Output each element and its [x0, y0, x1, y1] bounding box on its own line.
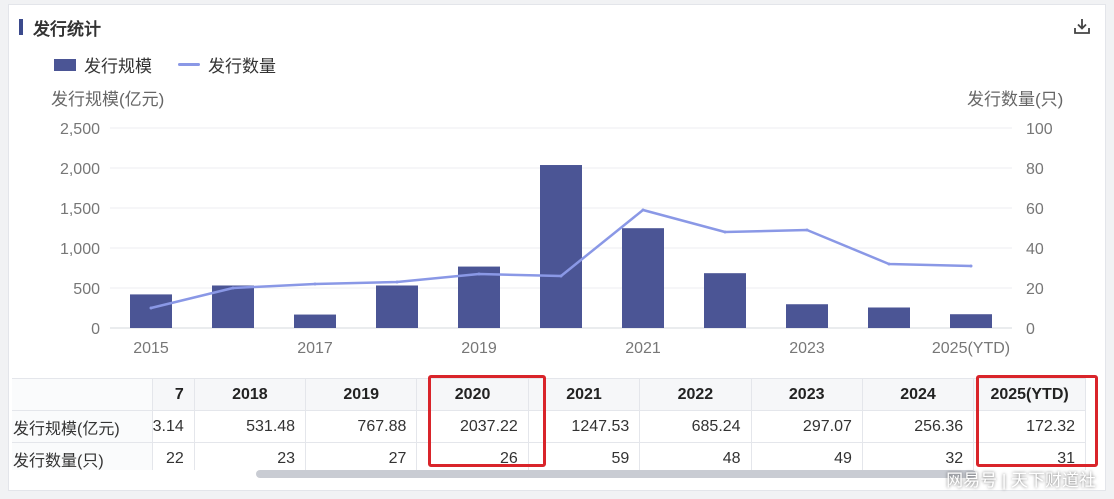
table-cell: 27 — [305, 442, 418, 470]
y-tick-right: 60 — [1026, 201, 1044, 218]
table-header-cell: 2024 — [861, 378, 975, 411]
data-table-wrapper[interactable]: 7 2018 2019 2020 2021 2022 2023 2024 2025(YTD) 发… — [12, 378, 1096, 470]
x-tick: 2015 — [133, 340, 169, 357]
y-tick-left: 2,500 — [60, 121, 100, 138]
y-tick-left: 1,000 — [60, 241, 100, 258]
table-header-cell: 2019 — [305, 378, 418, 411]
table-header-cell: 2025(YTD) — [973, 378, 1086, 411]
y-tick-right: 100 — [1026, 121, 1053, 138]
y-tick-left: 0 — [91, 321, 100, 338]
bar-2017 — [294, 314, 336, 328]
line-point-2023 — [805, 228, 809, 232]
table-row-label: 发行规模(亿元) — [12, 410, 153, 443]
y-tick-right: 20 — [1026, 281, 1044, 298]
table-cell: 256.36 — [861, 410, 975, 443]
title-accent — [19, 19, 23, 35]
data-table: 7 2018 2019 2020 2021 2022 2023 2024 2025(YTD) 发… — [12, 378, 1086, 470]
line-point-2024 — [887, 262, 891, 266]
table-scrollbar[interactable] — [256, 470, 976, 478]
table-header-cell: 2018 — [193, 378, 307, 411]
table-row: 发行规模(亿元) 3.14 531.48 767.88 2037.22 1247.53 68… — [12, 410, 1086, 443]
legend-line-label: 发行数量 — [208, 57, 276, 76]
table-cell: 3.14 — [151, 410, 195, 443]
table-cell: 172.32 — [973, 410, 1086, 443]
table-cell: 531.48 — [193, 410, 307, 443]
x-tick: 2021 — [625, 340, 661, 357]
table-header-cell: 2023 — [750, 378, 863, 411]
bar-2024 — [868, 307, 910, 328]
bar-2015 — [130, 294, 172, 328]
legend-bar-label: 发行规模 — [84, 57, 152, 76]
download-icon[interactable] — [1073, 17, 1091, 35]
table-cell: 297.07 — [750, 410, 863, 443]
table-row: 发行数量(只) 22 23 27 26 59 48 49 32 31 — [12, 442, 1086, 470]
card-title: 发行统计 — [33, 20, 101, 39]
table-cell: 32 — [861, 442, 975, 470]
table-header-corner — [12, 378, 153, 411]
x-tick: 2019 — [461, 340, 497, 357]
line-point-2018 — [395, 280, 399, 284]
line-point-2022 — [723, 230, 727, 234]
table-cell: 22 — [151, 442, 195, 470]
y-axis-left-title: 发行规模(亿元) — [51, 90, 165, 109]
y-tick-left: 500 — [73, 281, 100, 298]
table-cell: 23 — [193, 442, 307, 470]
legend-line-swatch — [178, 63, 200, 66]
table-header-cell: 2022 — [639, 378, 752, 411]
table-cell: 48 — [639, 442, 752, 470]
y-tick-left: 2,000 — [60, 161, 100, 178]
table-header-cell: 7 — [151, 378, 195, 411]
y-tick-right: 0 — [1026, 321, 1035, 338]
legend-bar-swatch — [54, 58, 76, 71]
line-point-2021 — [641, 208, 645, 212]
line-point-2025(YTD) — [969, 264, 973, 268]
table-header-cell: 2021 — [527, 378, 641, 411]
table-cell: 767.88 — [305, 410, 418, 443]
line-point-2016 — [231, 286, 235, 290]
bar-2025(YTD) — [950, 314, 992, 328]
table-header-row: 7 2018 2019 2020 2021 2022 2023 2024 2025(YTD) — [12, 378, 1086, 411]
highlight-box-2025 — [976, 375, 1098, 467]
legend-bar[interactable]: 发行规模 — [54, 52, 152, 77]
x-tick: 2017 — [297, 340, 333, 357]
line-point-2015 — [149, 306, 153, 310]
line-point-2019 — [477, 272, 481, 276]
y-axis-right-title: 发行数量(只) — [967, 90, 1064, 109]
y-tick-left: 1,500 — [60, 201, 100, 218]
bar-2018 — [376, 285, 418, 328]
table-cell: 2037.22 — [416, 410, 529, 443]
bar-2023 — [786, 304, 828, 328]
table-cell: 685.24 — [639, 410, 752, 443]
bar-2021 — [622, 228, 664, 328]
x-tick: 2025(YTD) — [932, 340, 1010, 357]
table-cell: 49 — [750, 442, 863, 470]
highlight-box-2020 — [428, 375, 546, 467]
legend-line[interactable]: 发行数量 — [178, 52, 276, 77]
line-point-2017 — [313, 282, 317, 286]
bar-2019 — [458, 266, 500, 328]
table-cell: 59 — [527, 442, 641, 470]
line-point-2020 — [559, 274, 563, 278]
bar-2022 — [704, 273, 746, 328]
table-body: 发行规模(亿元) 3.14 531.48 767.88 2037.22 1247.53 68… — [12, 410, 1086, 470]
watermark: 网易号 | 天下财道社 — [946, 471, 1096, 490]
table-header-cell: 2020 — [416, 378, 529, 411]
y-tick-right: 40 — [1026, 241, 1044, 258]
x-tick: 2023 — [789, 340, 825, 357]
table-row-label: 发行数量(只) — [12, 442, 153, 470]
combo-chart: 0 0 500 20 1,000 40 1,500 60 2,000 80 2,500 100 2015… — [60, 121, 1053, 357]
bar-2020 — [540, 165, 582, 328]
y-tick-right: 80 — [1026, 161, 1044, 178]
